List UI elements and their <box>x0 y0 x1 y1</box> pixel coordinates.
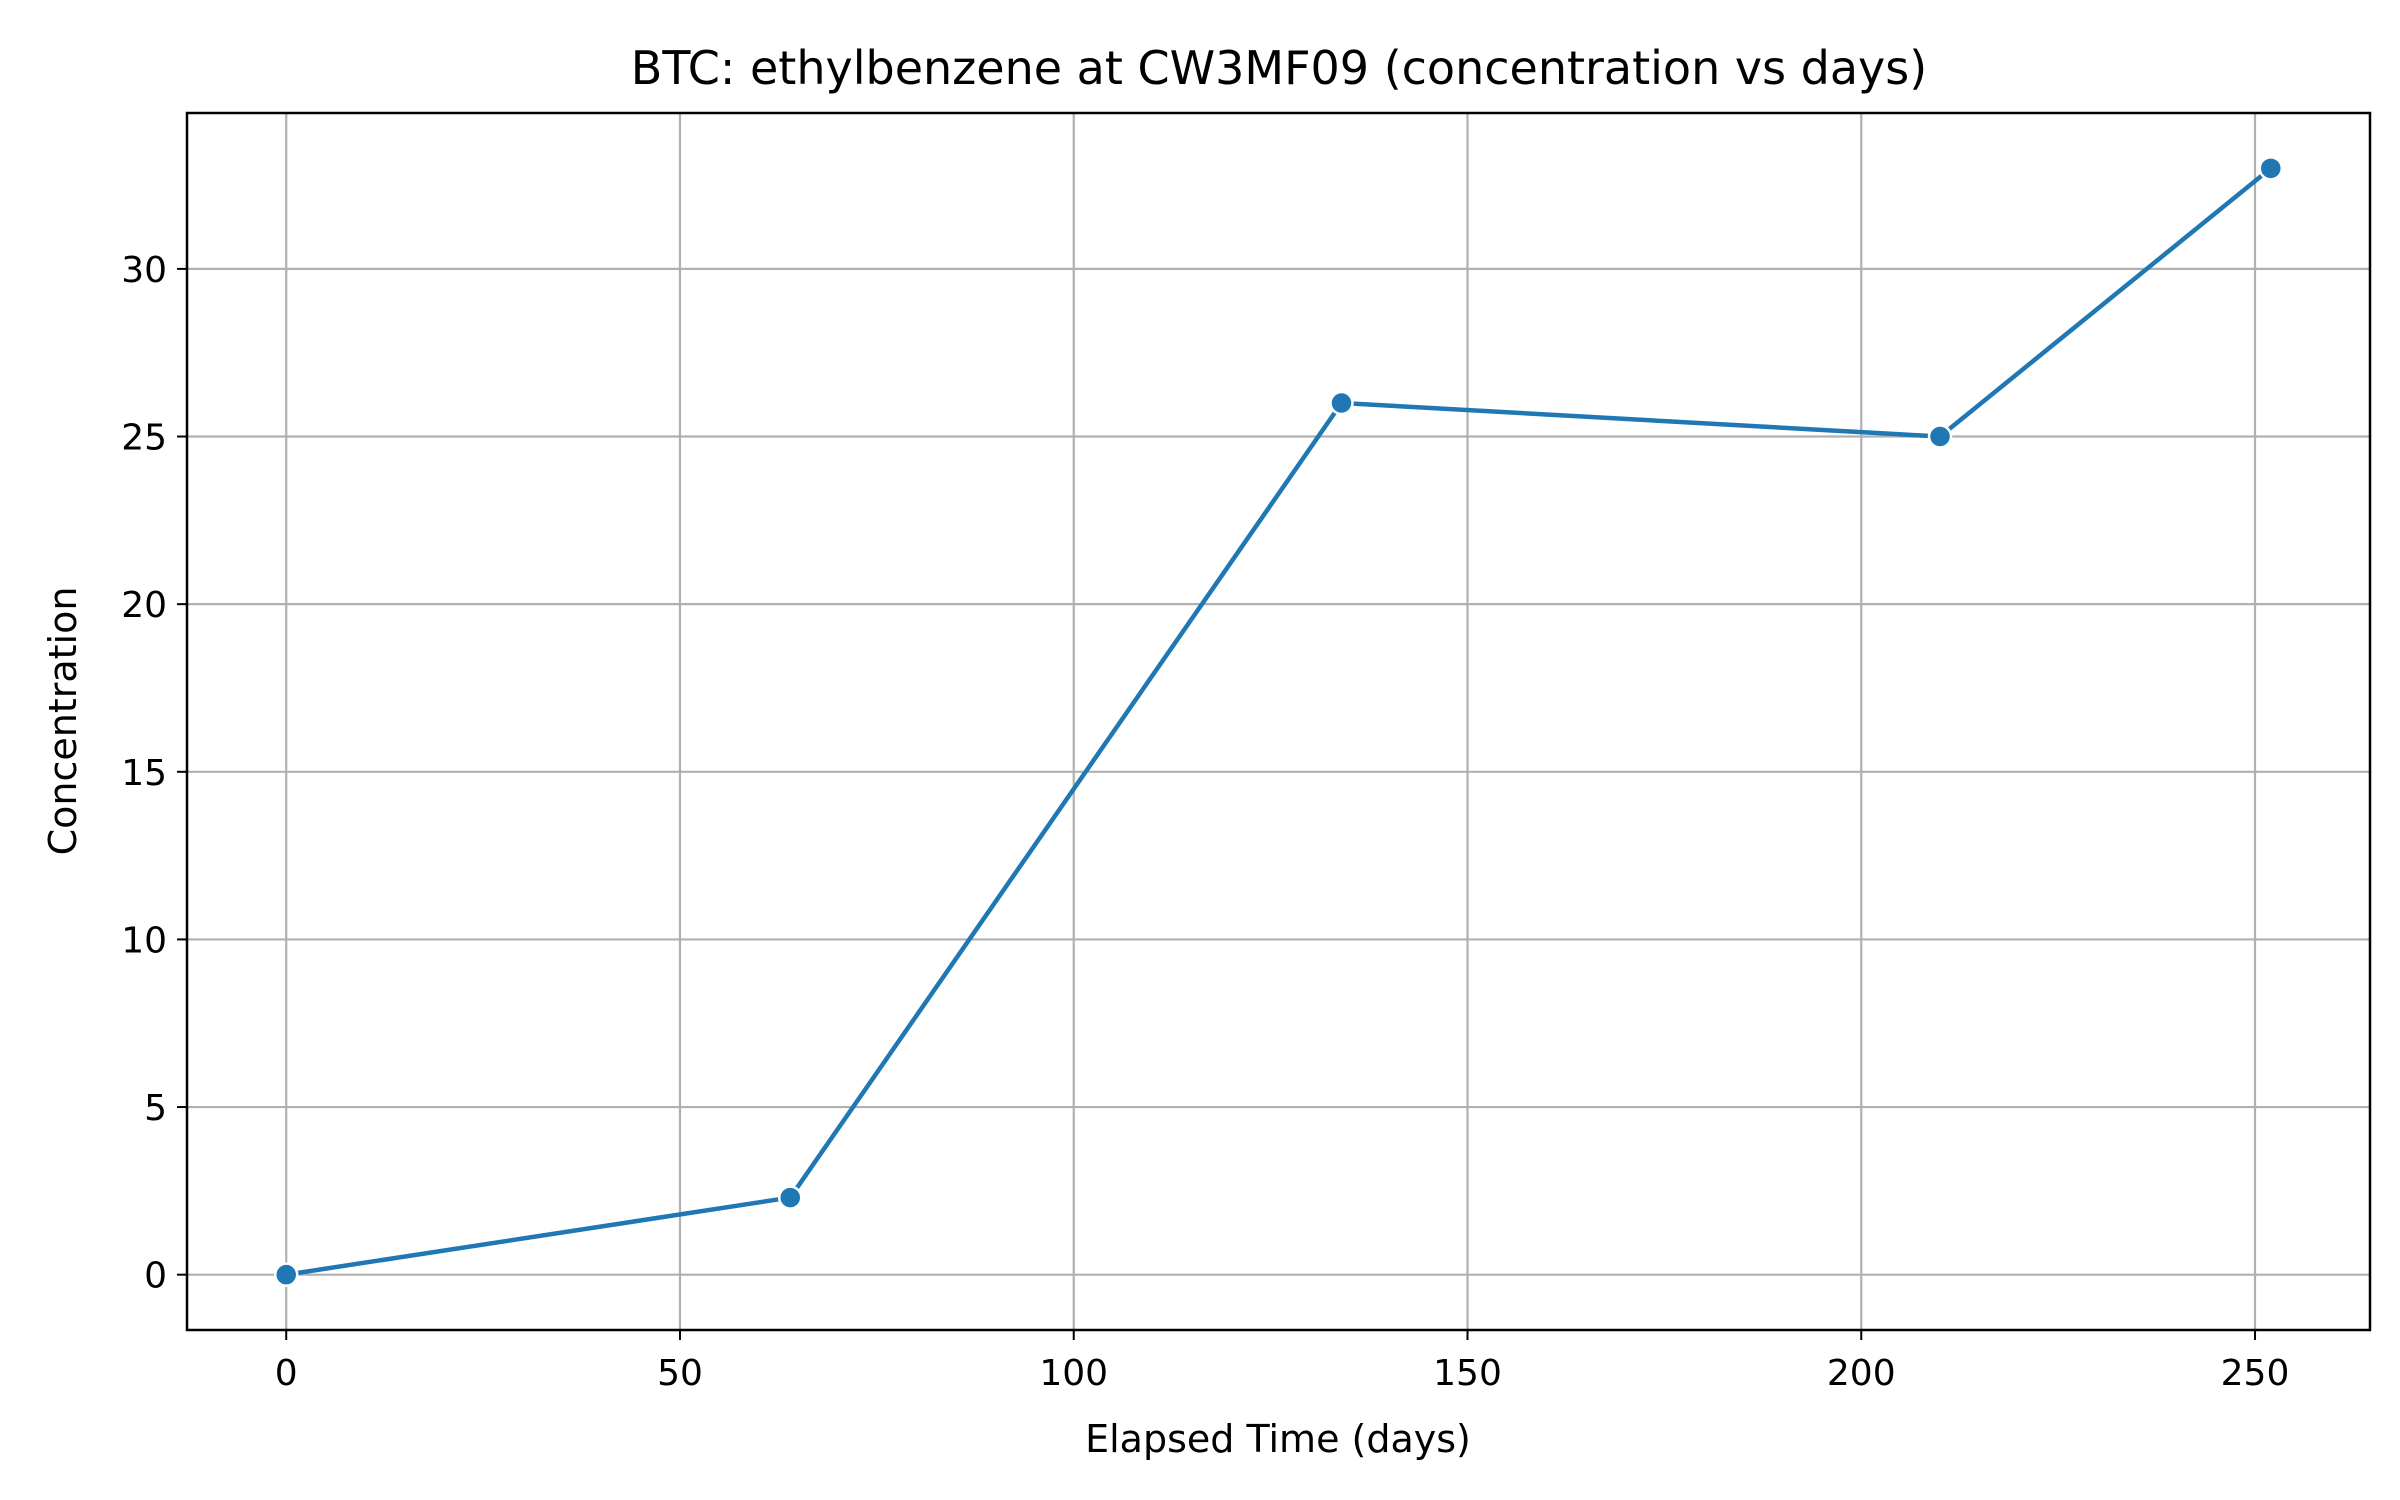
data-point[interactable] <box>1927 424 1953 449</box>
y-tick-label: 0 <box>144 1256 167 1297</box>
data-point[interactable] <box>2258 156 2284 181</box>
grid-lines <box>187 113 2370 1330</box>
x-tick-label: 150 <box>1433 1353 1502 1394</box>
y-tick-label: 25 <box>121 418 167 459</box>
data-point[interactable] <box>273 1262 299 1287</box>
y-tick-label: 30 <box>121 250 167 291</box>
x-tick-label: 0 <box>275 1353 298 1394</box>
plot-area-frame <box>185 111 2372 1332</box>
x-tick-label: 50 <box>657 1353 703 1394</box>
x-axis-label: Elapsed Time (days) <box>1085 1417 1471 1461</box>
y-tick-label: 15 <box>121 753 167 794</box>
axis-ticks: 0 50 100 150 200 250 0 5 10 15 20 25 30 <box>121 250 2289 1394</box>
y-tick-label: 20 <box>121 585 167 626</box>
markers-layer <box>273 156 2284 1287</box>
y-tick-label: 5 <box>144 1088 167 1129</box>
chart-title: BTC: ethylbenzene at CW3MF09 (concentrat… <box>631 41 1927 95</box>
x-tick-label: 100 <box>1039 1353 1108 1394</box>
y-tick-label: 10 <box>121 920 167 961</box>
y-axis-label: Concentration <box>41 587 85 856</box>
data-point[interactable] <box>1329 390 1354 416</box>
x-tick-label: 200 <box>1827 1353 1896 1394</box>
x-tick-label: 250 <box>2221 1353 2290 1394</box>
data-point[interactable] <box>777 1185 803 1210</box>
